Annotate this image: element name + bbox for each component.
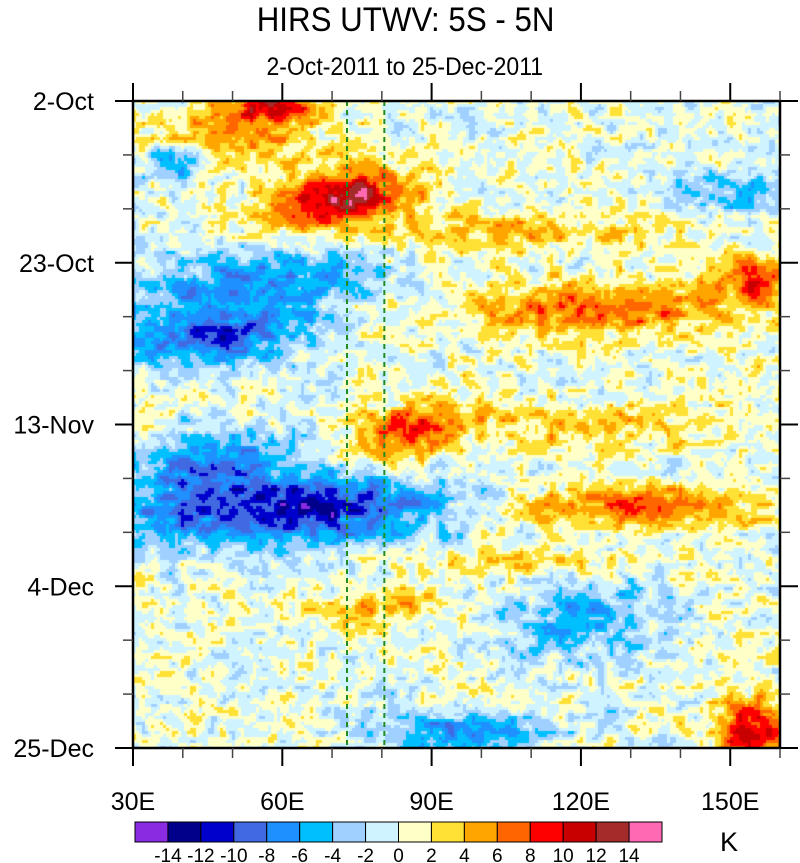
colorbar-swatch	[628, 821, 663, 843]
colorbar-unit: K	[720, 827, 738, 857]
colorbar-swatch	[365, 821, 399, 843]
colorbar-label: -6	[291, 846, 308, 863]
y-tick-label: 4-Dec	[27, 573, 94, 601]
colorbar-swatch	[595, 821, 630, 843]
colorbar-label: 6	[492, 846, 503, 863]
colorbar-label: -12	[187, 846, 214, 863]
colorbar-swatch	[562, 821, 597, 843]
colorbar-label: -4	[324, 846, 341, 863]
colorbar-label: 8	[525, 846, 536, 863]
colorbar-swatch	[430, 821, 465, 843]
colorbar-label: -14	[154, 846, 182, 863]
colorbar-label: -8	[258, 846, 275, 863]
y-axis: 2-Oct 23-Oct 13-Nov 4-Dec 25-Dec	[13, 88, 798, 763]
contour-field-container	[133, 101, 780, 748]
y-tick-label: 23-Oct	[19, 250, 94, 278]
x-tick-label: 120E	[552, 788, 610, 816]
y-tick-label: 13-Nov	[13, 412, 94, 440]
colorbar-swatch	[134, 821, 169, 843]
colorbar-swatch	[233, 821, 268, 843]
x-axis: 30E 60E 90E 120E 150E	[111, 83, 781, 816]
colorbar-label: 12	[586, 846, 607, 863]
colorbar-label: 0	[393, 846, 404, 863]
colorbar-swatch	[398, 821, 432, 843]
y-tick-label: 25-Dec	[13, 735, 94, 763]
colorbar-label: 10	[553, 846, 574, 863]
colorbar-swatch	[332, 821, 367, 843]
x-tick-label: 60E	[260, 788, 304, 816]
contour-field	[133, 101, 780, 748]
colorbar-label: -2	[357, 846, 374, 863]
chart-subtitle: 2-Oct-2011 to 25-Dec-2011	[266, 53, 544, 81]
x-tick-label: 90E	[409, 788, 453, 816]
x-tick-label: 30E	[111, 788, 155, 816]
colorbar: -14 -12 -10 -8 -6 -4 -2 0 2 4 6 8 10 12 14	[134, 821, 663, 863]
chart-title: HIRS UTWV: 5S - 5N	[256, 1, 555, 39]
colorbar-swatch	[463, 821, 498, 843]
colorbar-swatch	[266, 821, 301, 843]
y-tick-label: 2-Oct	[33, 88, 94, 116]
colorbar-label: 4	[459, 846, 470, 863]
colorbar-swatch	[529, 821, 564, 843]
colorbar-swatch	[496, 821, 531, 843]
colorbar-swatch	[299, 821, 334, 843]
colorbar-label: 2	[426, 846, 437, 863]
colorbar-swatch	[200, 821, 235, 843]
colorbar-label: 14	[618, 846, 640, 863]
x-tick-label: 150E	[701, 788, 759, 816]
colorbar-swatch	[167, 821, 202, 843]
colorbar-label: -10	[220, 846, 247, 863]
